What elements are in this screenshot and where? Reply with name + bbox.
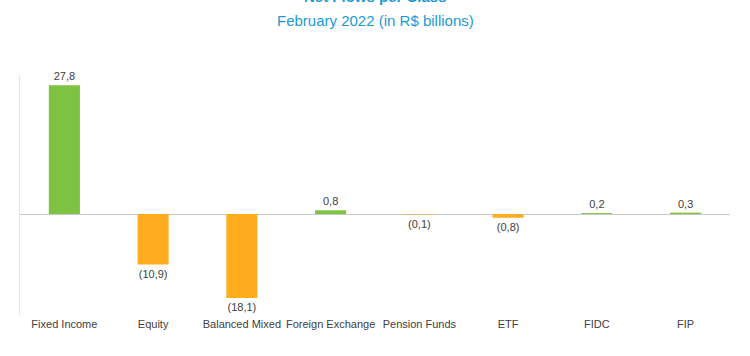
svg-text:Net Flows per Class: Net Flows per Class xyxy=(304,0,447,5)
svg-text:ETF: ETF xyxy=(498,318,519,330)
svg-text:0,8: 0,8 xyxy=(323,195,338,207)
svg-text:(0,8): (0,8) xyxy=(497,221,520,233)
svg-text:February 2022 (in R$ billions): February 2022 (in R$ billions) xyxy=(277,12,474,29)
svg-text:Foreign Exchange: Foreign Exchange xyxy=(286,318,375,330)
svg-text:FIP: FIP xyxy=(677,318,694,330)
svg-text:0,2: 0,2 xyxy=(589,198,604,210)
svg-text:Balanced Mixed: Balanced Mixed xyxy=(203,318,281,330)
svg-text:(0,1): (0,1) xyxy=(408,218,431,230)
svg-text:Pension Funds: Pension Funds xyxy=(383,318,457,330)
svg-text:(18,1): (18,1) xyxy=(228,301,257,313)
svg-text:FIDC: FIDC xyxy=(584,318,610,330)
svg-text:(10,9): (10,9) xyxy=(139,268,168,280)
svg-text:27,8: 27,8 xyxy=(54,70,75,82)
svg-text:Equity: Equity xyxy=(138,318,169,330)
svg-text:Fixed Income: Fixed Income xyxy=(31,318,97,330)
svg-text:0,3: 0,3 xyxy=(678,198,693,210)
